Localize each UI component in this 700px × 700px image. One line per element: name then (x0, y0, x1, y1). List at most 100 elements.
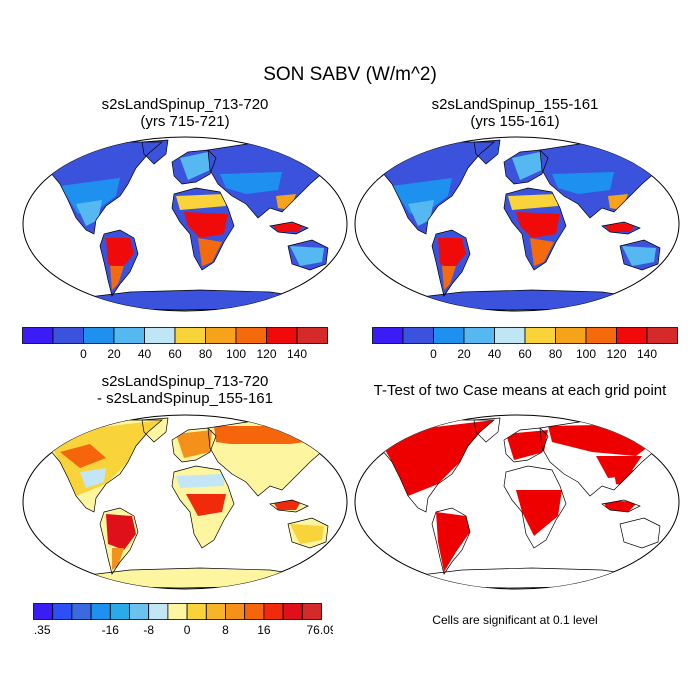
coastline-south-america (431, 229, 471, 297)
coastline-australia (287, 239, 329, 271)
colorbar-box (282, 603, 303, 620)
colorbar-tick-label: 80 (549, 347, 563, 361)
colorbar-box (585, 327, 617, 344)
colorbar-tick-label: 0 (80, 347, 87, 361)
panel-title-line1: s2sLandSpinup_713-720 (101, 96, 269, 113)
field-layer (376, 142, 658, 290)
colorbar-tick-label: 8 (222, 623, 229, 637)
colorbar-box (372, 327, 404, 344)
coastline-australia (619, 517, 661, 549)
field-patch (106, 238, 134, 268)
field-patch (408, 200, 434, 226)
map-top-right (354, 136, 680, 312)
field-patch (392, 178, 452, 214)
map-top-left (22, 136, 348, 312)
colorbar-box (71, 603, 92, 620)
continent-australia (620, 518, 660, 548)
field-patch (106, 514, 136, 550)
coastline-indonesia (269, 499, 309, 513)
colorbar-tick-label: 0 (184, 623, 191, 637)
colorbar-box (22, 327, 54, 344)
coastline-north-america (43, 141, 163, 235)
colorbar-tick-label: 80 (199, 347, 213, 361)
coastline-africa (503, 187, 567, 271)
field-patch (604, 224, 636, 232)
colorbar-box (463, 327, 495, 344)
colorbar-tick-label: 76.09 (306, 623, 333, 637)
colorbar-tick-label: 60 (518, 347, 532, 361)
colorbar-tick-label: 20 (457, 347, 471, 361)
coastline-indonesia (601, 221, 641, 235)
coastline-europe (503, 427, 549, 463)
colorbar-box (263, 603, 284, 620)
colorbar-tick-label: 0 (430, 347, 437, 361)
field-patch (180, 152, 210, 180)
coastline-north-america (375, 141, 495, 235)
colorbar-tick-label: 60 (168, 347, 182, 361)
field-patch (508, 194, 558, 210)
colorbar-box (524, 327, 556, 344)
field-layer (44, 142, 326, 290)
field-patch (198, 238, 222, 266)
coastline-australia (619, 239, 661, 271)
colorbar-box (616, 327, 648, 344)
map-bottom-left (22, 414, 348, 590)
colorbar-box (109, 603, 130, 620)
field-patch (184, 212, 228, 238)
colorbar-box (144, 327, 176, 344)
significant-region (376, 420, 494, 496)
colorbar-top-right: 0 20 40 60 80 100 120 140 (372, 327, 678, 361)
colorbar-top-left: 0 20 40 60 80 100 120 140 (22, 327, 328, 361)
colorbar-tick-label: 16 (257, 623, 271, 637)
significant-region (596, 456, 642, 478)
colorbar-box (52, 603, 73, 620)
significant-region (602, 500, 638, 512)
field-patch (442, 266, 456, 290)
panel-title-line1: s2sLandSpinup_713-720 (101, 373, 269, 390)
colorbar-box (433, 327, 465, 344)
field-patch (176, 194, 226, 210)
field-layer (44, 420, 324, 570)
colorbar-tick-label: 40 (138, 347, 152, 361)
colorbar-bottom-left: -32.35 -16 -8 0 8 16 76.09 (33, 603, 333, 637)
field-patch (272, 224, 304, 232)
coastline-europe (171, 427, 217, 463)
colorbar-tick-label: -8 (143, 623, 154, 637)
colorbar-box (33, 603, 54, 620)
coastline-europe (503, 149, 549, 185)
colorbar-tick-label: 120 (256, 347, 276, 361)
colorbar-box (301, 603, 322, 620)
field-patch (220, 172, 282, 194)
colorbar-box (113, 327, 145, 344)
colorbar-box (266, 327, 298, 344)
field-patch (76, 200, 102, 226)
panel-title-bottom-left: s2sLandSpinup_713-720 - s2sLandSpinup_15… (22, 373, 348, 407)
panel-title-bottom-right: T-Test of two Case means at each grid po… (352, 382, 688, 399)
figure-title: SON SABV (W/m^2) (263, 64, 437, 85)
coastline-south-america (99, 229, 139, 297)
panel-title-line1: s2sLandSpinup_155-161 (431, 96, 599, 113)
colorbar-box (555, 327, 587, 344)
colorbar-tick-label: 140 (287, 347, 307, 361)
panel-title-line2: - s2sLandSpinup_155-161 (97, 390, 273, 407)
panel-title-line1: T-Test of two Case means at each grid po… (373, 382, 667, 399)
field-patch (530, 238, 554, 266)
colorbar-tick-label: -32.35 (33, 623, 51, 637)
field-patch (516, 212, 560, 238)
significant-region (516, 490, 562, 536)
colorbar-box (90, 603, 111, 620)
colorbar-tick-label: 40 (488, 347, 502, 361)
field-patch (60, 444, 106, 468)
field-patch (216, 444, 290, 472)
colorbar-box (494, 327, 526, 344)
colorbar-box (646, 327, 678, 344)
colorbar-tick-label: 20 (107, 347, 121, 361)
coastline-europe (171, 149, 217, 185)
colorbar-box (174, 327, 206, 344)
field-patch (176, 430, 212, 458)
coastline-greenland (141, 417, 169, 443)
coastline-north-america (43, 419, 163, 513)
field-patch (622, 246, 656, 266)
significant-region (436, 512, 470, 572)
colorbar-tick-label: 100 (226, 347, 246, 361)
